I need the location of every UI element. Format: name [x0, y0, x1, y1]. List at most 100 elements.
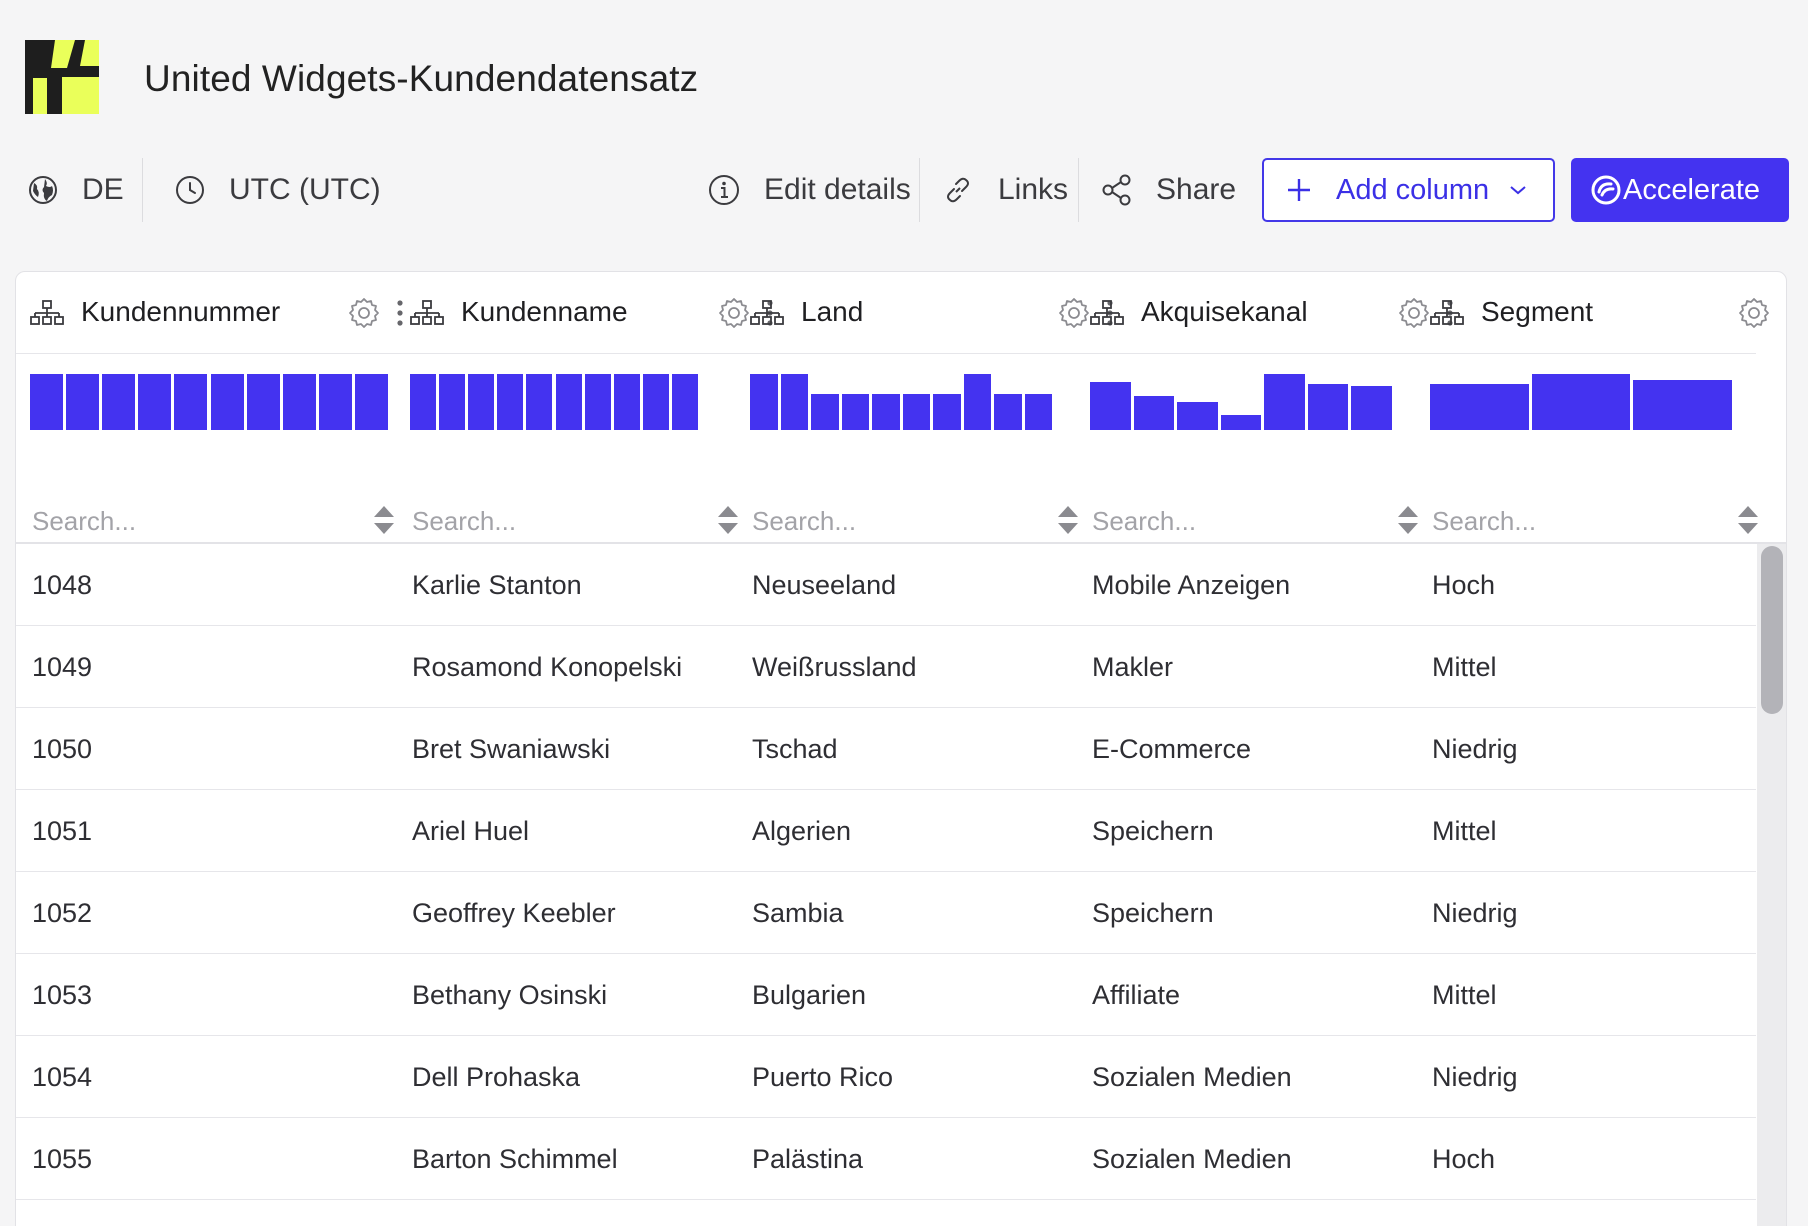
histogram-bar[interactable]: [526, 374, 553, 430]
histogram-bar[interactable]: [1633, 379, 1732, 430]
column-header[interactable]: Akquisekanal: [1090, 272, 1480, 354]
cell-akquisekanal: Mobile Anzeigen: [1092, 570, 1291, 600]
cell-land: Neuseeland: [752, 570, 897, 600]
column-header[interactable]: Kundennummer: [30, 272, 420, 354]
histogram-bar[interactable]: [963, 374, 991, 430]
histogram-bar[interactable]: [1090, 381, 1131, 430]
toolbar: DE UTC (UTC) Edit details Links: [0, 158, 1808, 222]
histogram-bar[interactable]: [410, 374, 437, 430]
histogram-bar[interactable]: [613, 374, 640, 430]
histogram-bar[interactable]: [1133, 396, 1175, 430]
share-button[interactable]: Share: [1102, 158, 1236, 222]
column-histogram: [750, 370, 1052, 430]
histogram-bar[interactable]: [811, 393, 839, 430]
histogram-bar[interactable]: [1351, 386, 1392, 430]
histogram-bar[interactable]: [872, 393, 900, 430]
histogram-bar[interactable]: [584, 374, 611, 430]
histogram-bar[interactable]: [1177, 402, 1218, 430]
histogram-bar[interactable]: [902, 393, 930, 430]
gear-icon[interactable]: [1058, 297, 1090, 329]
histogram-bar[interactable]: [1430, 384, 1529, 430]
histogram-bar[interactable]: [671, 374, 698, 430]
accelerate-button[interactable]: Accelerate: [1571, 158, 1789, 222]
column-search: [1092, 494, 1462, 554]
sort-icon[interactable]: [1396, 504, 1420, 536]
histogram-bar[interactable]: [138, 374, 172, 430]
column-header[interactable]: Segment: [1430, 272, 1787, 354]
table-row[interactable]: 1050 Bret Swaniawski Tschad E-Commerce Niedr…: [16, 708, 1756, 790]
histogram-bar[interactable]: [933, 393, 961, 430]
search-input[interactable]: [412, 506, 712, 537]
cell-kundennummer: 1051: [32, 816, 93, 846]
histogram-bar[interactable]: [1264, 374, 1305, 430]
table-row[interactable]: 1049 Rosamond Konopelski Weißrussland Makle…: [16, 626, 1756, 708]
more-options-icon[interactable]: [396, 299, 404, 327]
gear-icon[interactable]: [1398, 297, 1430, 329]
cell-akquisekanal: E-Commerce: [1092, 734, 1252, 764]
gear-icon[interactable]: [1738, 297, 1770, 329]
column-histogram: [30, 370, 388, 430]
sort-icon[interactable]: [1736, 504, 1760, 536]
histogram-bar[interactable]: [1531, 374, 1631, 430]
cell-segment: Hoch: [1432, 1144, 1496, 1174]
column-header[interactable]: Kundenname: [410, 272, 800, 354]
column-search: [32, 494, 402, 554]
histogram-bar[interactable]: [1220, 414, 1262, 430]
histogram-bar[interactable]: [994, 393, 1022, 430]
gear-icon[interactable]: [718, 297, 750, 329]
histogram-bar[interactable]: [210, 374, 244, 430]
cell-kundenname: Ariel Huel: [412, 816, 530, 846]
column-header[interactable]: Land: [750, 272, 1140, 354]
sort-icon[interactable]: [716, 504, 740, 536]
column-histogram: [1430, 370, 1732, 430]
histogram-bar[interactable]: [750, 374, 778, 430]
histogram-bar[interactable]: [439, 374, 466, 430]
table-row[interactable]: 1055 Barton Schimmel Palästina Sozialen Med…: [16, 1118, 1756, 1200]
edit-details-label: Edit details: [764, 173, 911, 206]
histogram-bar[interactable]: [642, 374, 669, 430]
column-header-label: Segment: [1481, 296, 1594, 327]
locale-selector[interactable]: DE: [28, 158, 124, 222]
scrollbar-thumb[interactable]: [1761, 546, 1783, 714]
histogram-bar[interactable]: [102, 374, 136, 430]
add-column-button[interactable]: Add column: [1262, 158, 1555, 222]
histogram-bar[interactable]: [66, 374, 100, 430]
histogram-bar[interactable]: [1024, 393, 1052, 430]
chevron-down-icon: [1510, 186, 1526, 195]
histogram-bar[interactable]: [841, 393, 869, 430]
cell-akquisekanal: Affiliate: [1092, 980, 1181, 1010]
cell-kundennummer: 1052: [32, 898, 93, 928]
sort-icon[interactable]: [372, 504, 396, 536]
table-row[interactable]: 1048 Karlie Stanton Neuseeland Mobile Anzei…: [16, 544, 1756, 626]
edit-details-button[interactable]: Edit details: [708, 158, 911, 222]
column-histogram: [1090, 370, 1392, 430]
histogram-bar[interactable]: [354, 374, 388, 430]
search-input[interactable]: [1432, 506, 1732, 537]
table-row[interactable]: 1054 Dell Prohaska Puerto Rico Sozialen Med…: [16, 1036, 1756, 1118]
histogram-bar[interactable]: [555, 374, 582, 430]
more-options-icon[interactable]: [1786, 299, 1787, 327]
table-row[interactable]: 1051 Ariel Huel Algerien Speichern Mittel: [16, 790, 1756, 872]
histogram-bar[interactable]: [468, 374, 495, 430]
toolbar-divider: [1078, 158, 1079, 222]
histogram-bar[interactable]: [497, 374, 524, 430]
timezone-selector[interactable]: UTC (UTC): [175, 158, 381, 222]
links-button[interactable]: Links: [942, 158, 1068, 222]
gear-icon[interactable]: [348, 297, 380, 329]
cell-segment: Mittel: [1432, 816, 1497, 846]
histogram-bar[interactable]: [30, 374, 64, 430]
histogram-bar[interactable]: [282, 374, 316, 430]
search-input[interactable]: [1092, 506, 1392, 537]
histogram-bar[interactable]: [246, 374, 280, 430]
column-histogram: [410, 370, 698, 430]
histogram-bar[interactable]: [174, 374, 208, 430]
histogram-bar[interactable]: [318, 374, 352, 430]
search-input[interactable]: [752, 506, 1052, 537]
cell-akquisekanal: Makler: [1092, 652, 1174, 682]
histogram-bar[interactable]: [780, 374, 808, 430]
table-row[interactable]: 1053 Bethany Osinski Bulgarien Affiliate Mit…: [16, 954, 1756, 1036]
sort-icon[interactable]: [1056, 504, 1080, 536]
search-input[interactable]: [32, 506, 332, 537]
histogram-bar[interactable]: [1307, 384, 1349, 430]
table-row[interactable]: 1052 Geoffrey Keebler Sambia Speichern Niedr…: [16, 872, 1756, 954]
